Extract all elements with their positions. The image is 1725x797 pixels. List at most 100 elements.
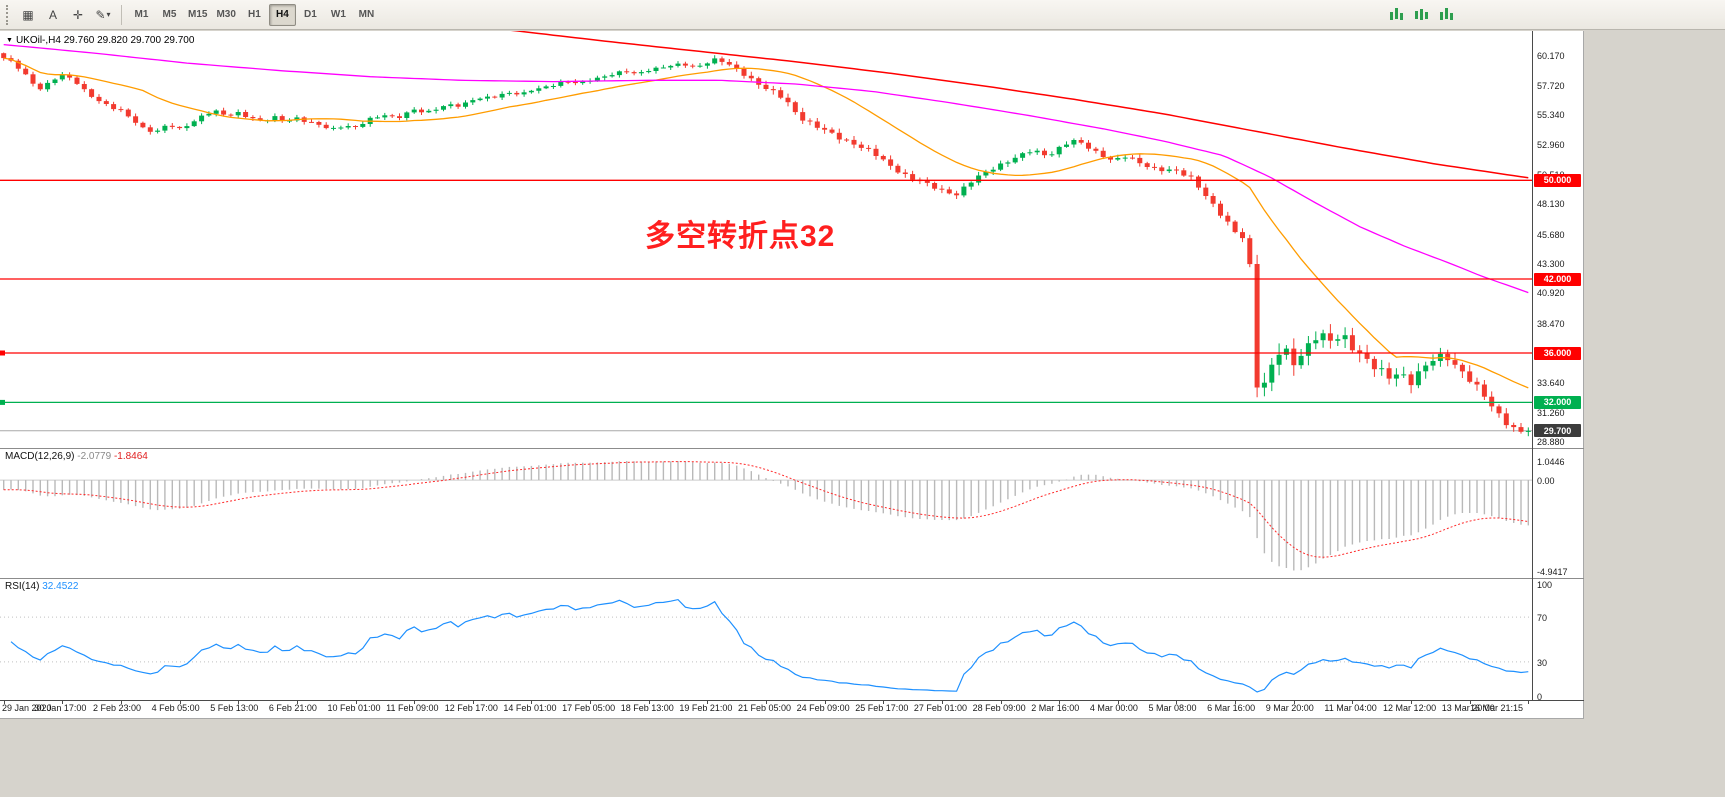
timeframe-h1[interactable]: H1 (248, 9, 261, 20)
time-axis-label: 24 Feb 09:00 (796, 703, 850, 713)
candle-chart-icon[interactable] (1435, 3, 1459, 25)
timeframe-w1[interactable]: W1 (330, 9, 346, 20)
timeframe-h4[interactable]: H4 (268, 3, 296, 26)
price-axis-label: 28.880 (1537, 436, 1565, 447)
timeframe-m15[interactable]: M15 (188, 9, 208, 20)
ma-slow-line (510, 31, 1529, 179)
timeframe-m1[interactable]: M1 (134, 9, 149, 20)
time-axis-label: 11 Feb 09:00 (386, 703, 439, 713)
time-axis-tick (414, 700, 415, 704)
price-tag-36.000: 36.000 (1534, 346, 1581, 360)
time-axis-label: 2 Feb 23:00 (92, 703, 141, 713)
macd-main-value: -2.0779 (77, 451, 112, 462)
price-pane[interactable] (0, 31, 1532, 448)
time-axis-label: 25 Feb 17:00 (855, 703, 909, 713)
pane-divider[interactable] (0, 448, 1584, 449)
macd-axis-label: 0.00 (1537, 476, 1555, 487)
chart-expand-icon[interactable]: ▼ (6, 37, 13, 44)
price-axis-label: 52.960 (1537, 139, 1565, 150)
time-axis-label: 11 Mar 04:00 (1324, 703, 1377, 713)
time-axis-label: 27 Feb 01:00 (913, 703, 967, 713)
toolbar-right-group (1385, 3, 1459, 25)
rsi-line (10, 598, 1529, 693)
time-axis-label: 5 Feb 13:00 (210, 703, 259, 713)
toolbar-grip[interactable] (6, 4, 10, 25)
pane-divider[interactable] (0, 578, 1584, 579)
price-axis-label: 55.340 (1537, 110, 1565, 121)
time-axis-label: 12 Feb 17:00 (444, 703, 498, 713)
rsi-pane[interactable] (0, 579, 1532, 700)
rsi-axis-label: 30 (1537, 657, 1548, 668)
chart-window: ▼ UKOil-,H4 29.760 29.820 29.700 29.700 多… (0, 31, 1584, 719)
time-axis-label: 10 Feb 01:00 (327, 703, 381, 713)
time-axis-tick (4, 700, 5, 704)
macd-indicator-label: MACD(12,26,9) -2.0779 -1.8464 (5, 451, 148, 462)
timeframe-m5[interactable]: M5 (162, 9, 177, 20)
macd-signal-line (3, 461, 1529, 558)
ma-mid-line (3, 43, 1529, 294)
time-axis-tick (766, 700, 767, 704)
text-tool-icon[interactable]: A (48, 7, 57, 22)
time-axis-label: 14 Feb 01:00 (503, 703, 557, 713)
ma-fast-line (3, 57, 1529, 389)
timeframe-group: M1 M5 M15 M30 H1 H4 D1 W1 MN (128, 3, 380, 26)
time-axis-tick (590, 700, 591, 704)
time-axis-tick (238, 700, 239, 704)
timeframe-m30[interactable]: M30 (216, 9, 236, 20)
time-axis-tick (531, 700, 532, 704)
time-axis-label: 2 Mar 16:00 (1031, 703, 1080, 713)
chart-title: ▼ UKOil-,H4 29.760 29.820 29.700 29.700 (6, 35, 194, 46)
price-axis-label: 48.130 (1537, 199, 1565, 210)
price-axis-label: 31.260 (1537, 407, 1565, 418)
time-axis-tick (1411, 700, 1412, 704)
time-axis-label: 13 Mar 20:00 (1441, 703, 1495, 713)
macd-signal-value: -1.8464 (113, 451, 148, 462)
dropdown-arrow-icon: ▾ (106, 10, 111, 19)
time-axis-tick (707, 700, 708, 704)
time-axis-tick (649, 700, 650, 704)
time-axis-tick (297, 700, 298, 704)
time-axis-line[interactable] (0, 700, 1584, 701)
tick-chart-icon[interactable] (1385, 3, 1409, 25)
chart-annotation-text[interactable]: 多空转折点32 (645, 220, 836, 253)
time-axis-tick (825, 700, 826, 704)
candles[interactable] (1, 52, 1531, 437)
price-axis-label: 45.680 (1537, 229, 1565, 240)
price-axis-label: 60.170 (1537, 50, 1565, 61)
time-axis-tick (1294, 700, 1295, 704)
price-axis-line[interactable] (1532, 31, 1533, 700)
rsi-axis-label: 100 (1537, 579, 1553, 590)
chart-symbol-period: UKOil-,H4 (15, 35, 61, 46)
rsi-indicator-label: RSI(14) 32.4522 (5, 581, 78, 592)
crosshair-icon[interactable]: ✛ (72, 7, 84, 22)
time-axis-tick (62, 700, 63, 704)
timeframe-d1[interactable]: D1 (304, 9, 317, 20)
macd-histogram (3, 461, 1530, 571)
timeframe-mn[interactable]: MN (358, 9, 375, 20)
toolbar-separator (121, 4, 122, 25)
hline-32.000[interactable] (0, 399, 1532, 405)
time-axis-label: 19 Feb 21:00 (679, 703, 733, 713)
time-axis-tick (356, 700, 357, 704)
chart-layout-icon[interactable]: ▦ (22, 7, 34, 22)
macd-pane[interactable] (0, 449, 1532, 578)
chart-ohlc-values: 29.760 29.820 29.700 29.700 (63, 35, 195, 46)
draw-tools-icon[interactable]: ✎ ▾ (95, 7, 111, 22)
price-axis-label: 38.470 (1537, 318, 1565, 329)
price-tag-32.000: 32.000 (1534, 395, 1581, 409)
time-axis-tick (942, 700, 943, 704)
hline-36.000[interactable] (0, 350, 1532, 356)
time-axis-label: 30 Jan 17:00 (34, 703, 87, 713)
time-axis-label: 5 Mar 08:00 (1148, 703, 1197, 713)
time-axis-label: 12 Mar 12:00 (1383, 703, 1437, 713)
bar-chart-icon[interactable] (1410, 3, 1434, 25)
rsi-axis-label: 0 (1537, 691, 1543, 702)
time-axis-label: 29 Jan 2020 (2, 703, 52, 713)
macd-axis-label: -4.9417 (1537, 566, 1568, 577)
time-axis-tick (1001, 700, 1002, 704)
rsi-value: 32.4522 (42, 581, 79, 592)
time-axis-label: 4 Mar 00:00 (1089, 703, 1138, 713)
rsi-axis-label: 70 (1537, 613, 1548, 624)
current-price-tag: 29.700 (1534, 424, 1581, 438)
